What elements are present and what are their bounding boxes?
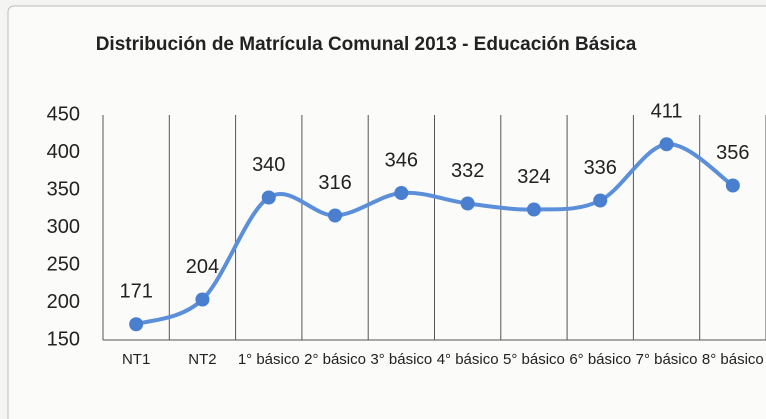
marker — [725, 178, 740, 193]
chart-frame — [7, 5, 766, 419]
x-tick-label: 5° básico — [503, 351, 565, 368]
x-tick-label: 6° básico — [569, 351, 632, 368]
y-tick-label: 350 — [47, 178, 80, 200]
data-label: 316 — [318, 172, 351, 194]
data-label: 346 — [385, 149, 418, 171]
data-label: 204 — [186, 256, 219, 278]
data-label: 411 — [651, 101, 683, 123]
x-tick-label: 4° básico — [436, 351, 499, 368]
chart-title: Distribución de Matrícula Comunal 2013 -… — [95, 34, 637, 55]
x-tick-label: 3° básico — [370, 351, 433, 368]
x-tick-label: 8° básico — [701, 351, 764, 368]
y-tick-label: 300 — [47, 216, 80, 238]
data-label: 332 — [451, 160, 484, 182]
line — [135, 142, 735, 327]
marker — [659, 137, 674, 152]
x-tick-label: 2° básico — [304, 351, 366, 368]
marker — [460, 196, 475, 211]
marker — [394, 186, 409, 200]
x-tick-label: NT1 — [121, 351, 151, 368]
data-label: 340 — [252, 154, 285, 176]
y-tick-label: 200 — [47, 291, 80, 313]
marker — [526, 202, 541, 217]
x-tick-label: 7° básico — [635, 351, 698, 368]
data-label: 356 — [716, 142, 749, 164]
y-tick-label: 150 — [47, 328, 80, 350]
marker — [129, 317, 144, 332]
y-tick-label: 400 — [47, 141, 80, 163]
marker — [195, 292, 210, 307]
x-tick-label: 1° básico — [237, 351, 300, 368]
marker — [593, 193, 608, 208]
data-label: 171 — [119, 281, 152, 303]
y-tick-label: 250 — [47, 253, 80, 275]
data-label: 336 — [584, 157, 617, 179]
marker — [261, 190, 276, 205]
data-label: 324 — [517, 166, 550, 188]
marker — [328, 208, 343, 223]
y-tick-label: 450 — [47, 103, 80, 125]
x-tick-label: NT2 — [188, 351, 217, 368]
